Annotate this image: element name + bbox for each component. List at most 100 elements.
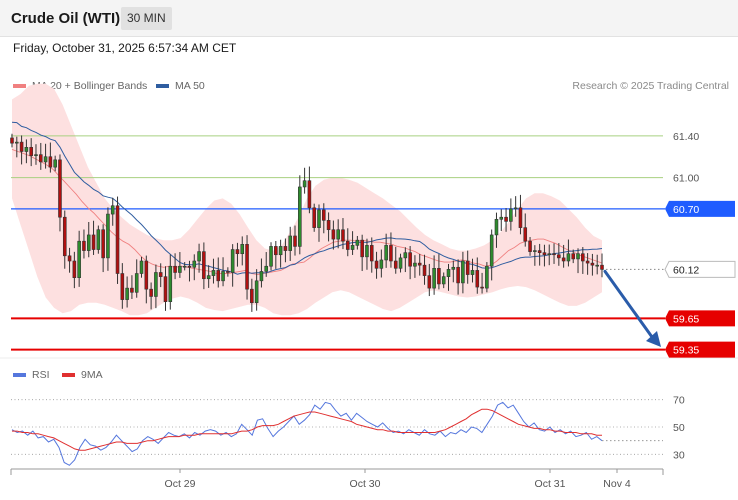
candle-body [149, 288, 153, 297]
candle-body [537, 250, 542, 253]
rsi-panel: 70 50 30 [11, 395, 685, 466]
candle-body [163, 276, 168, 302]
candle-body [561, 257, 566, 262]
candle-body [360, 239, 364, 258]
candle-body [552, 253, 556, 256]
candle-body [317, 209, 321, 228]
timeframe-button[interactable]: 30 MIN [121, 7, 172, 30]
candle-body [413, 262, 417, 267]
candle-body [298, 186, 302, 247]
candle-body [384, 245, 388, 261]
candle-body [178, 265, 182, 273]
candle-body [274, 246, 278, 256]
candle-body [202, 251, 206, 280]
candle-body [432, 268, 436, 289]
candle-body [557, 254, 561, 259]
candle-body [226, 271, 230, 273]
time-tick-label: Nov 4 [603, 478, 631, 490]
candle-body [130, 287, 134, 293]
candle-body [125, 287, 129, 300]
candle-body [470, 270, 475, 275]
candle-body [302, 180, 307, 188]
candle-body [173, 265, 177, 273]
bollinger-band [12, 83, 602, 316]
candle-body [480, 286, 484, 289]
candle-body [427, 275, 432, 289]
candle-body [355, 239, 360, 246]
candle-body [101, 229, 105, 259]
candle-body [235, 249, 240, 255]
forecast-arrow-line [603, 269, 654, 339]
candle-body [389, 245, 393, 262]
candle-body [312, 207, 316, 228]
ma50-swatch [156, 84, 169, 88]
level-tag-label-59.65: 59.65 [673, 313, 699, 325]
candle-body [187, 265, 192, 268]
candle-body [518, 207, 523, 228]
candle-body [259, 271, 264, 282]
candle-body [456, 266, 460, 284]
candle-body [446, 269, 451, 277]
candle-body [168, 265, 173, 302]
candle-body [15, 141, 19, 144]
rsi-tick-70: 70 [673, 395, 685, 407]
candle-body [82, 240, 86, 251]
rsi-tick-30: 30 [673, 449, 685, 461]
candle-body [106, 213, 110, 259]
candle-body [307, 180, 312, 209]
legend-ma20-label: MA 20 + Bollinger Bands [32, 80, 148, 92]
candle-body [154, 272, 158, 297]
candle-body [422, 264, 427, 276]
legend-rsi-ma: 9MA [62, 369, 103, 381]
level-label-61.40: 61.40 [673, 131, 699, 143]
candle-body [465, 260, 470, 275]
candle-body [451, 266, 456, 270]
candle-body [590, 262, 595, 266]
candle-body [475, 270, 480, 288]
candle-body [110, 205, 115, 215]
rsi-swatch [13, 373, 26, 377]
candle-body [499, 216, 504, 220]
candle-body [398, 257, 403, 269]
candle-body [216, 270, 221, 282]
candle-body [24, 147, 29, 152]
candle-body [566, 253, 571, 262]
candle-body [182, 265, 187, 268]
candle-body [403, 252, 408, 259]
candle-body [211, 270, 216, 276]
candle-body [115, 205, 120, 274]
candle-body [437, 268, 441, 285]
candle-body [72, 260, 77, 278]
candle-body [34, 154, 38, 156]
candle-body [288, 235, 292, 251]
candle-body [489, 234, 494, 267]
candle-body [509, 208, 513, 222]
candle-body [29, 147, 33, 156]
rsi-series-RSI [11, 401, 603, 466]
legend-rsi-ma-label: 9MA [81, 369, 103, 381]
candle-body [393, 260, 398, 269]
rsi-ma-swatch [62, 373, 75, 377]
candle-body [278, 246, 283, 256]
candle-body [374, 260, 379, 269]
legend-rsi-label: RSI [32, 369, 50, 381]
chart-datetime: Friday, October 31, 2025 6:57:34 AM CET [13, 41, 237, 55]
candle-body [144, 260, 149, 290]
level-tag-60.70 [665, 200, 735, 217]
research-credit: Research © 2025 Trading Central [572, 80, 729, 92]
candle-body [283, 246, 288, 251]
candle-body [53, 159, 57, 168]
candle-body [10, 137, 14, 144]
candle-body [91, 234, 96, 250]
ma20-swatch [13, 84, 26, 88]
candle-body [542, 252, 547, 256]
ma20-line [11, 148, 603, 276]
price-panel: 61.40 61.00 60.70 60.12 59.65 59.35 [10, 83, 736, 358]
candle-body [293, 235, 297, 247]
candle-body [221, 271, 225, 282]
candle-body [441, 276, 446, 285]
level-tag-60.12 [664, 260, 736, 278]
level-tag-label-60.12: 60.12 [673, 264, 699, 276]
candle-body [417, 262, 422, 266]
candle-body [197, 251, 201, 262]
